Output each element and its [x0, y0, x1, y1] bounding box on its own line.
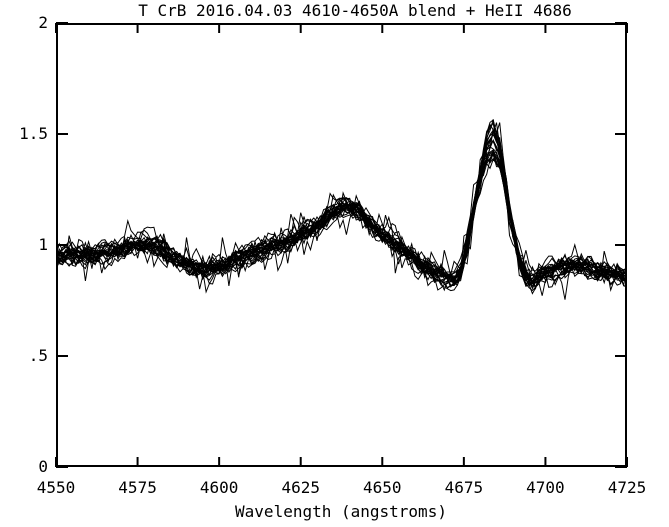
spectra-traces — [57, 119, 626, 300]
x-tick-label: 4650 — [363, 478, 402, 497]
x-tick-label: 4675 — [445, 478, 484, 497]
axes: 4550 4575 4600 4625 4650 4675 4700 4725 0 .5 1 1.5 2 — [19, 13, 646, 497]
y-tick-label: 0 — [38, 457, 48, 476]
spectrum-trace — [57, 139, 626, 280]
y-tick-label: 2 — [38, 13, 48, 32]
chart-title: T CrB 2016.04.03 4610-4650A blend + HeII… — [138, 1, 571, 20]
x-tick-label: 4550 — [37, 478, 76, 497]
spectrum-trace — [57, 119, 626, 287]
x-tick-label: 4700 — [526, 478, 565, 497]
spectrum-trace — [57, 133, 626, 296]
y-tick-label: .5 — [29, 346, 48, 365]
y-tick-label: 1 — [38, 235, 48, 254]
spectrum-trace — [57, 132, 626, 290]
spectrum-trace — [57, 139, 626, 289]
x-tick-label: 4575 — [118, 478, 157, 497]
x-tick-label: 4725 — [608, 478, 647, 497]
x-tick-label: 4625 — [281, 478, 320, 497]
x-tick-label: 4600 — [200, 478, 239, 497]
y-tick-label: 1.5 — [19, 124, 48, 143]
x-axis-label: Wavelength (angstroms) — [235, 502, 447, 521]
